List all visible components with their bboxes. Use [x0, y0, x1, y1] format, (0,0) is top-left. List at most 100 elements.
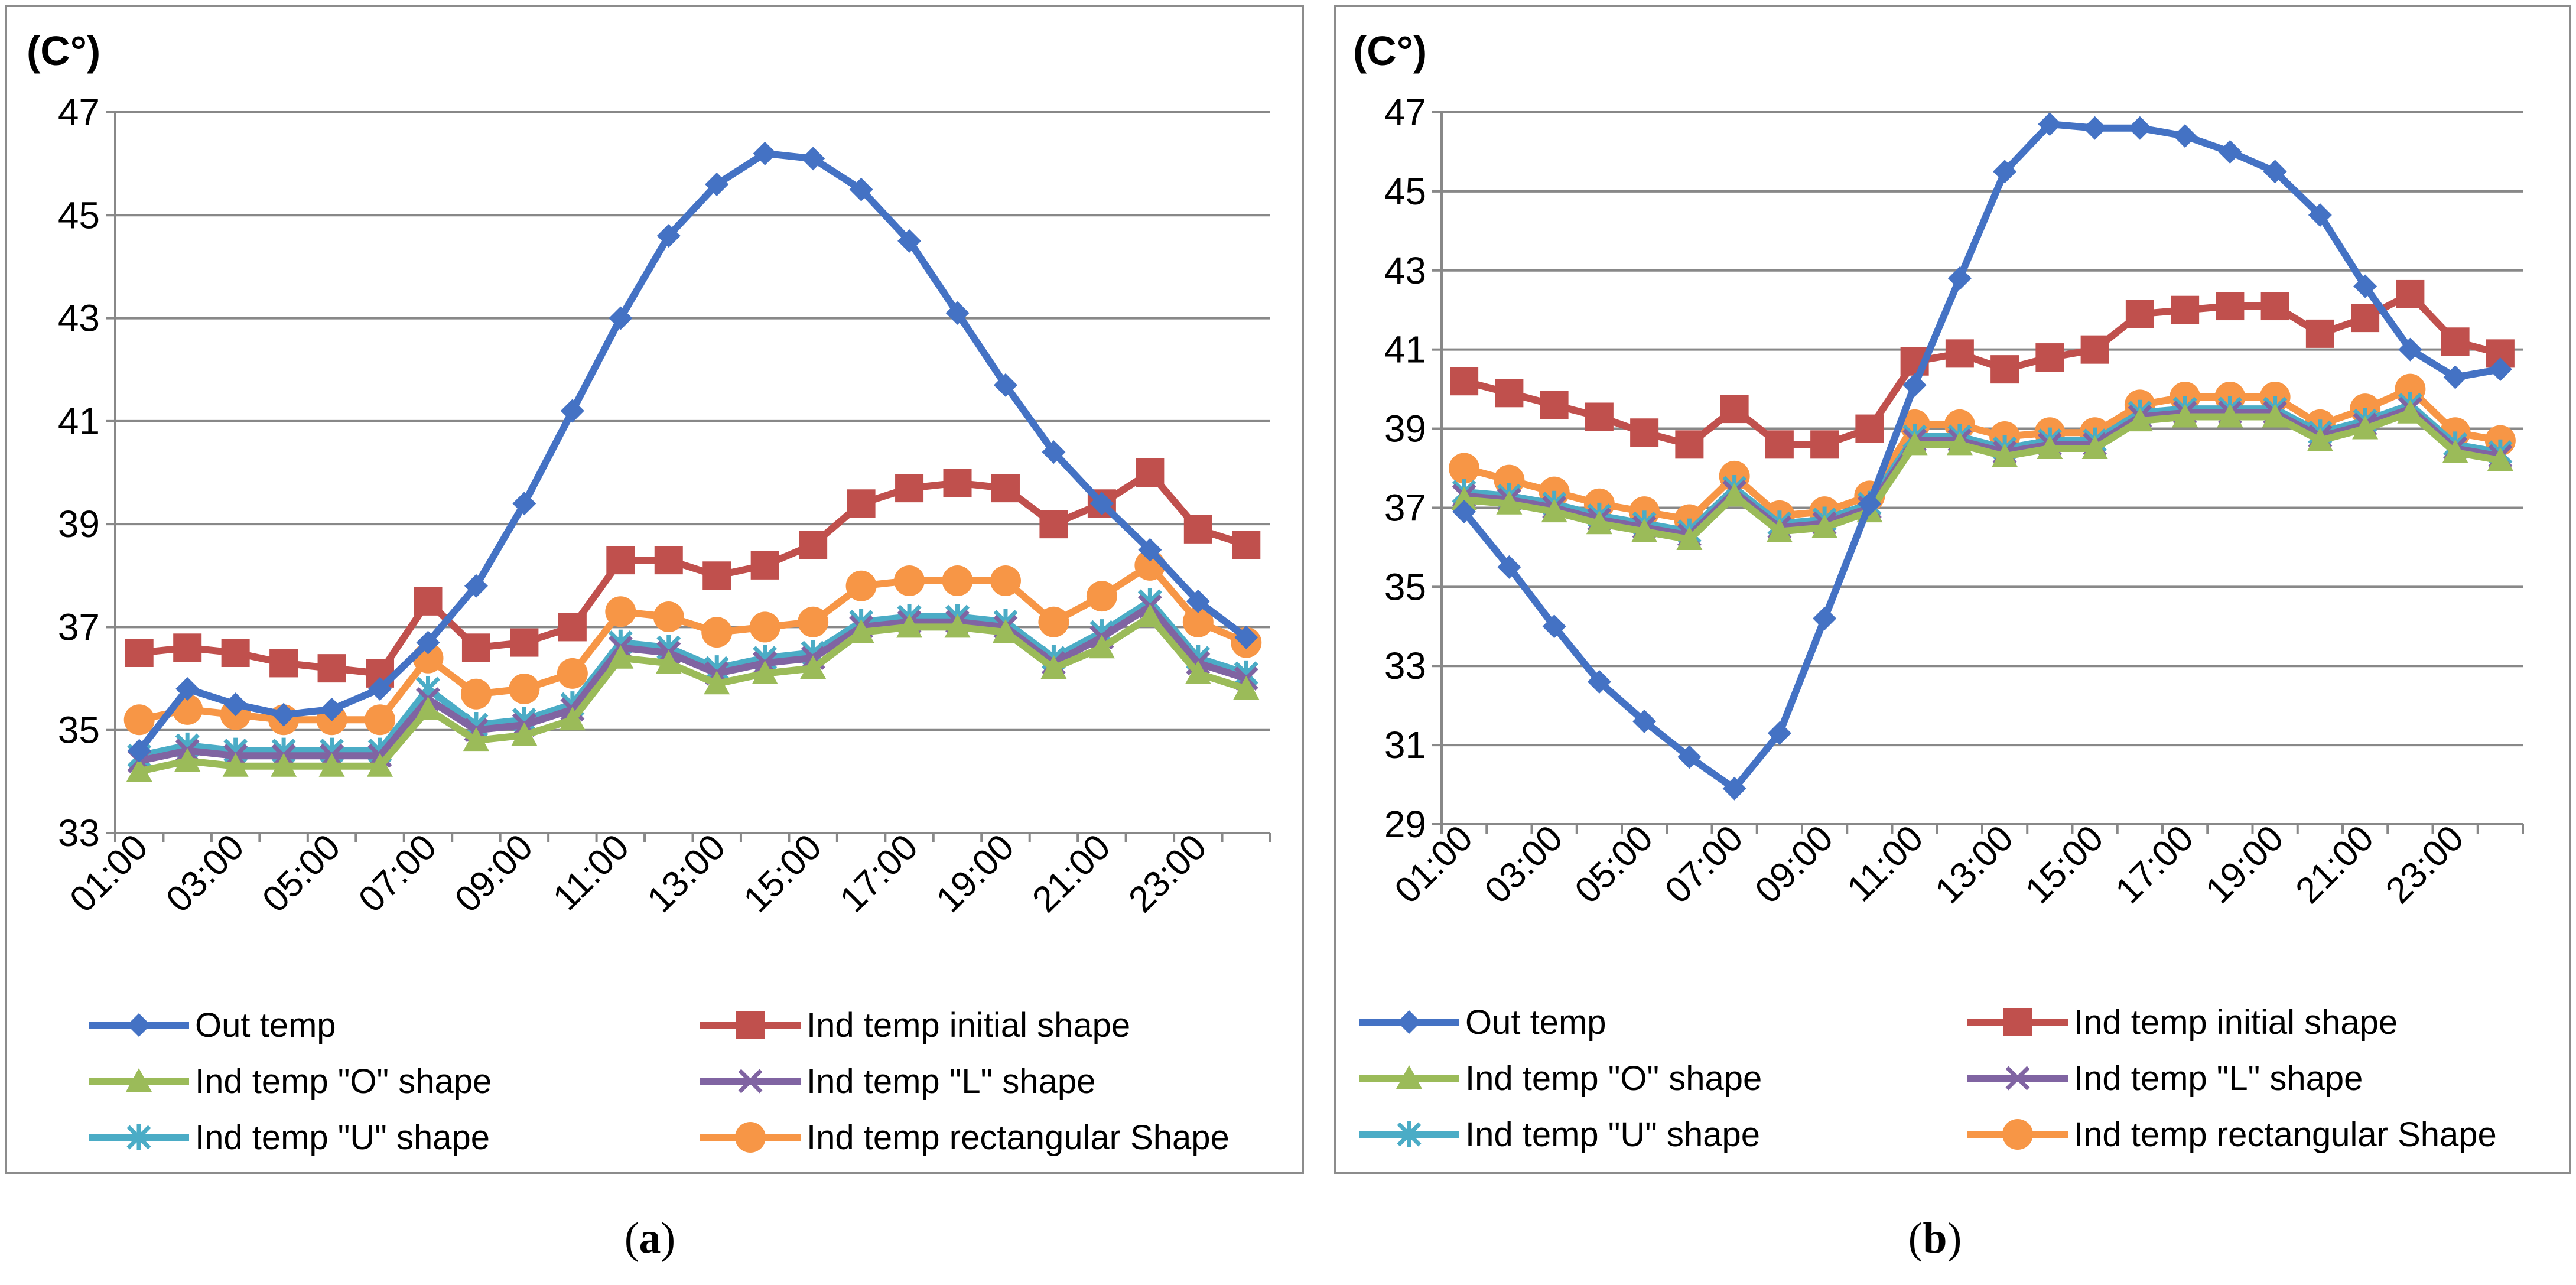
marker-0-15 — [2128, 116, 2152, 140]
marker-1-2 — [221, 639, 250, 667]
marker-0-5 — [1677, 745, 1702, 769]
marker-5-22 — [1182, 606, 1214, 637]
legend-item-3: Ind temp "L" shape — [1967, 1059, 2363, 1098]
series-line-0 — [1461, 121, 2501, 792]
marker-2-3 — [1586, 510, 1612, 535]
chart-frame — [5, 5, 1304, 1174]
legend-item-0: Out temp — [89, 1006, 336, 1045]
marker-1-7 — [461, 633, 490, 662]
y-tick-label-33: 33 — [58, 812, 100, 854]
legend-label-5: Ind temp rectangular Shape — [2074, 1115, 2497, 1154]
marker-1-1 — [1495, 379, 1524, 408]
y-tick-label-35: 35 — [1384, 565, 1426, 608]
marker-1-21 — [2396, 279, 2425, 308]
marker-1-6 — [414, 587, 443, 616]
y-tick-label-43: 43 — [1384, 249, 1426, 292]
marker-5-0 — [1449, 453, 1480, 484]
panel-caption-letter: a — [639, 1214, 661, 1263]
marker-1-5 — [1675, 430, 1704, 459]
marker-2-2 — [222, 753, 249, 777]
marker-2-7 — [463, 727, 489, 752]
marker-2-legend — [126, 1068, 152, 1092]
series-line-3 — [1463, 405, 2501, 539]
series-line-2 — [138, 613, 1248, 775]
marker-2-7 — [1766, 518, 1793, 542]
marker-2-4 — [1631, 518, 1658, 542]
chart-frame — [1334, 5, 2571, 1174]
marker-2-23 — [2487, 447, 2513, 471]
marker-1-13 — [750, 551, 779, 580]
marker-1-19 — [1039, 510, 1068, 539]
marker-2-16 — [2172, 404, 2198, 428]
marker-0-18 — [993, 373, 1017, 397]
marker-0-legend — [127, 1013, 151, 1037]
marker-1-3 — [1585, 402, 1614, 431]
marker-1-9 — [558, 613, 587, 642]
marker-2-20 — [1088, 635, 1115, 659]
legend-item-4: Ind temp "U" shape — [1359, 1115, 1760, 1154]
marker-2-13 — [2037, 435, 2063, 460]
marker-2-21 — [1137, 604, 1163, 627]
marker-5-12 — [701, 617, 733, 648]
series-1 — [1450, 279, 2515, 459]
y-tick-label-47: 47 — [58, 91, 100, 134]
marker-0-21 — [1138, 538, 1162, 562]
marker-0-11 — [656, 224, 681, 248]
marker-1-legend — [2003, 1008, 2032, 1036]
panel-caption: (a) — [625, 1214, 675, 1263]
marker-0-20 — [2353, 274, 2377, 298]
y-tick-label-47: 47 — [1384, 91, 1426, 134]
marker-0-16 — [2173, 124, 2197, 148]
marker-2-5 — [367, 753, 393, 777]
marker-2-19 — [2307, 427, 2333, 451]
marker-0-12 — [1993, 160, 2017, 184]
legend-label-4: Ind temp "U" shape — [195, 1118, 490, 1157]
marker-2-11 — [1946, 431, 1973, 456]
legend-item-2: Ind temp "O" shape — [1359, 1059, 1762, 1098]
marker-0-17 — [2218, 139, 2242, 164]
marker-0-13 — [2038, 112, 2062, 136]
y-tick-label-39: 39 — [58, 503, 100, 545]
marker-1-23 — [1232, 531, 1261, 559]
marker-2-12 — [704, 671, 730, 695]
marker-1-8 — [1810, 430, 1839, 459]
series-0 — [1452, 112, 2512, 801]
marker-0-18 — [2263, 160, 2287, 184]
marker-0-17 — [945, 301, 970, 325]
marker-0-6 — [1722, 776, 1746, 801]
marker-2-14 — [800, 655, 827, 679]
marker-1-14 — [799, 531, 828, 559]
marker-2-13 — [752, 660, 778, 684]
marker-1-10 — [606, 546, 635, 575]
legend-item-0: Out temp — [1359, 1003, 1606, 1042]
marker-0-20 — [1089, 492, 1114, 516]
marker-2-0 — [1451, 487, 1478, 511]
marker-0-15 — [849, 177, 873, 201]
marker-2-22 — [1185, 660, 1211, 684]
panel-b: (C°)4745434139373533312901:0003:0005:000… — [1334, 5, 2571, 1263]
marker-1-21 — [1136, 458, 1165, 487]
y-tick-label-41: 41 — [58, 400, 100, 443]
legend-label-5: Ind temp rectangular Shape — [806, 1118, 1230, 1157]
legend-label-3: Ind temp "L" shape — [806, 1062, 1095, 1101]
marker-0-1 — [175, 677, 200, 701]
marker-0-8 — [1813, 606, 1837, 630]
marker-5-10 — [605, 596, 636, 627]
marker-1-17 — [2216, 292, 2245, 321]
marker-2-17 — [2217, 404, 2243, 428]
marker-2-15 — [2126, 408, 2153, 432]
y-unit-label: (C°) — [1353, 28, 1427, 74]
y-tick-label-37: 37 — [58, 606, 100, 648]
marker-5-13 — [749, 611, 780, 643]
marker-1-19 — [2305, 319, 2334, 348]
series-2 — [126, 604, 1260, 782]
y-tick-label-37: 37 — [1384, 486, 1426, 529]
marker-0-2 — [1542, 614, 1566, 639]
legend-label-3: Ind temp "L" shape — [2074, 1059, 2363, 1098]
marker-0-16 — [897, 229, 922, 253]
marker-0-12 — [705, 173, 729, 196]
panel-caption-letter: b — [1923, 1214, 1947, 1263]
marker-5-5 — [365, 704, 396, 736]
marker-2-18 — [2262, 404, 2288, 428]
